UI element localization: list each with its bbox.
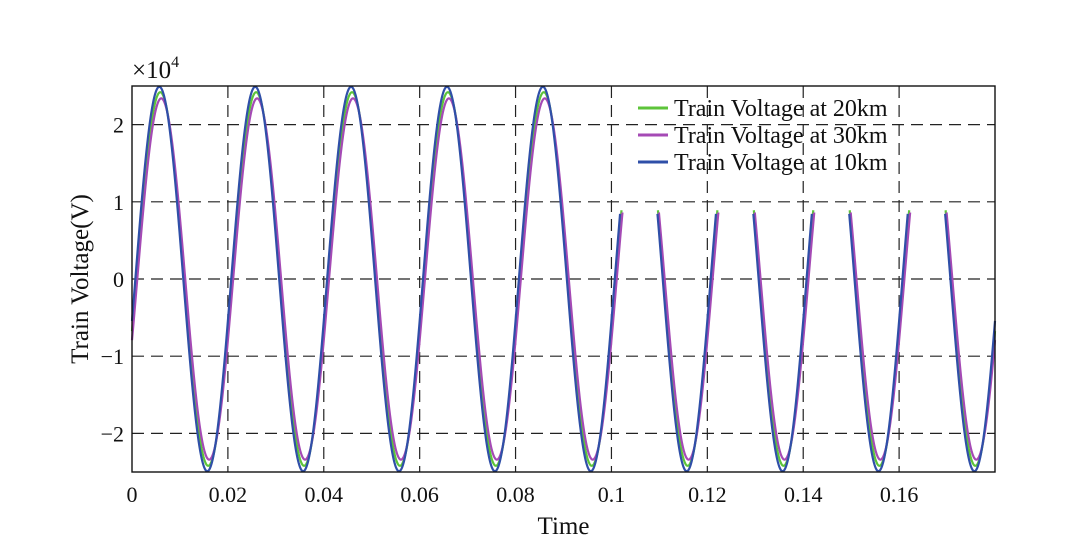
y-exponent-label: ×104 (132, 54, 179, 84)
x-tick-label: 0.1 (598, 482, 626, 507)
y-tick-label: 1 (113, 190, 124, 215)
x-tick-label: 0 (127, 482, 138, 507)
plot-frame (131, 85, 996, 473)
y-tick-label: −1 (101, 344, 124, 369)
series-lines (130, 85, 997, 473)
series-line-3 (130, 85, 997, 473)
x-tick-label: 0.06 (400, 482, 439, 507)
grid-lines (132, 86, 995, 472)
y-tick-label: 0 (113, 267, 124, 292)
y-tick-label: 2 (113, 113, 124, 138)
x-axis-label: Time (538, 513, 590, 540)
x-tick-label: 0.04 (305, 482, 344, 507)
y-tick-labels: −2 −1 0 1 2 (101, 113, 124, 447)
x-tick-label: 0.14 (784, 482, 823, 507)
x-tick-label: 0.12 (688, 482, 727, 507)
x-tick-labels: 0 0.02 0.04 0.06 0.08 0.1 0.12 0.14 0.16 (127, 482, 919, 507)
y-tick-label: −2 (101, 421, 124, 446)
y-axis-label: Train Voltage(V) (67, 194, 94, 364)
x-tick-label: 0.02 (209, 482, 248, 507)
x-tick-label: 0.16 (880, 482, 919, 507)
legend-entry: Train Voltage at 20km (674, 96, 888, 122)
legend-entry: Train Voltage at 10km (674, 150, 888, 176)
legend-entry: Train Voltage at 30km (674, 123, 888, 149)
series-line-2 (130, 97, 997, 461)
x-tick-label: 0.08 (496, 482, 535, 507)
